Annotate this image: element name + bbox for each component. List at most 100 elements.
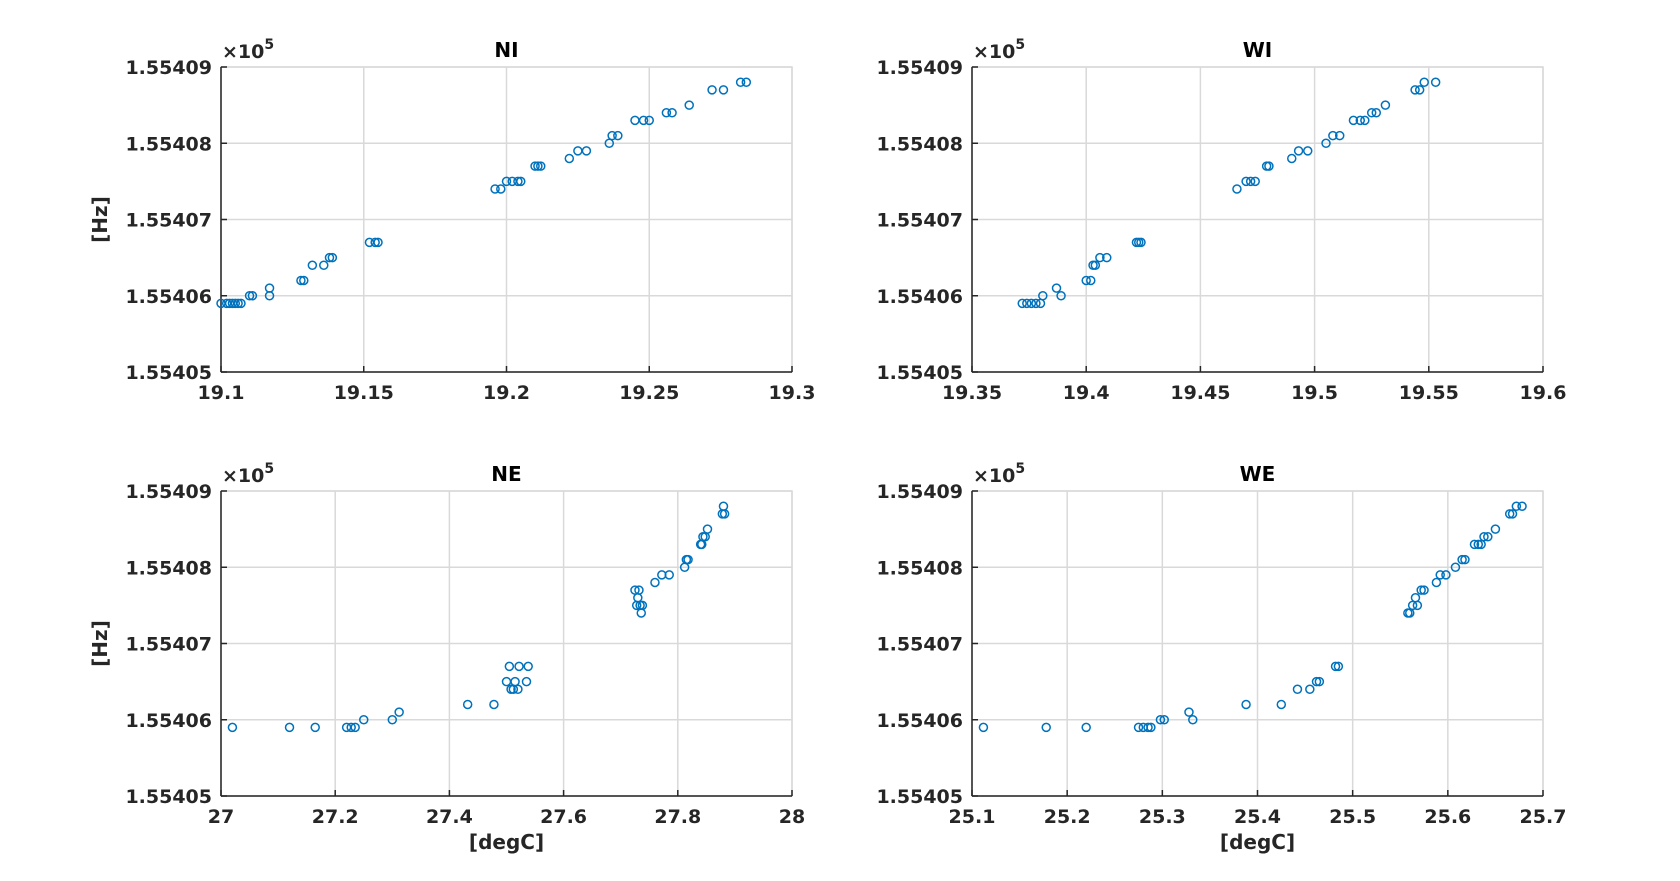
data-point bbox=[1232, 184, 1242, 194]
x-tick-label: 27.6 bbox=[540, 806, 587, 828]
data-point bbox=[370, 237, 380, 248]
y-tick-label: 1.55406 bbox=[125, 710, 212, 732]
subplot-ne: 27 27.2 27.4 27.6 27.8 28 1.55405 1.55406 1.5540… bbox=[88, 461, 805, 854]
data-series bbox=[227, 501, 730, 733]
data-point bbox=[1450, 562, 1461, 572]
x-tick-label: 25.4 bbox=[1234, 806, 1281, 828]
data-point bbox=[1414, 85, 1425, 95]
data-point bbox=[247, 291, 258, 301]
y-tick-label: 1.55407 bbox=[125, 210, 212, 232]
chart-title: WE bbox=[1240, 462, 1276, 486]
data-point bbox=[462, 699, 473, 710]
data-point bbox=[1264, 161, 1274, 171]
x-tick-label: 25.5 bbox=[1329, 806, 1376, 828]
data-point bbox=[1241, 699, 1251, 710]
data-point bbox=[638, 115, 649, 126]
data-point bbox=[1479, 532, 1489, 542]
data-point bbox=[1410, 85, 1420, 95]
data-point bbox=[1419, 77, 1429, 87]
data-point bbox=[1292, 684, 1303, 694]
data-point bbox=[310, 722, 320, 733]
x-tick-label: 25.6 bbox=[1424, 806, 1471, 828]
data-point bbox=[496, 184, 506, 194]
x-axis-label: [degC] bbox=[469, 830, 544, 854]
data-point bbox=[521, 676, 532, 687]
x-tick-label: 19.3 bbox=[769, 382, 816, 404]
data-point bbox=[1334, 130, 1345, 141]
data-point bbox=[719, 509, 730, 519]
y-tick-label: 1.55407 bbox=[876, 634, 963, 656]
data-point bbox=[1328, 130, 1338, 141]
data-point bbox=[504, 661, 515, 672]
data-point bbox=[533, 161, 543, 171]
data-point bbox=[1430, 77, 1441, 87]
data-point bbox=[1333, 661, 1344, 672]
data-point bbox=[1102, 252, 1112, 263]
data-point bbox=[637, 600, 648, 611]
x-tick-label: 19.55 bbox=[1399, 382, 1459, 404]
x-tick-label: 19.5 bbox=[1291, 382, 1338, 404]
data-point bbox=[230, 298, 241, 309]
data-point bbox=[1371, 108, 1382, 118]
data-point bbox=[1086, 275, 1096, 286]
data-point bbox=[489, 699, 499, 710]
data-point bbox=[513, 684, 523, 694]
data-point bbox=[1136, 237, 1146, 248]
data-point bbox=[607, 130, 617, 141]
y-tick-label: 1.55409 bbox=[876, 57, 963, 79]
data-point bbox=[613, 130, 623, 141]
data-point bbox=[1431, 577, 1442, 588]
data-point bbox=[581, 146, 592, 156]
x-tick-label: 25.3 bbox=[1139, 806, 1186, 828]
subplot-ni: 19.1 19.15 19.2 19.25 19.3 1.55405 1.55406 1.55… bbox=[88, 37, 815, 404]
x-tick-label: 19.35 bbox=[942, 382, 1002, 404]
y-axis-multiplier: ×105 bbox=[222, 37, 274, 63]
data-point bbox=[1366, 108, 1377, 118]
data-point bbox=[350, 722, 360, 733]
data-point bbox=[1314, 676, 1325, 687]
y-axis-multiplier: ×105 bbox=[973, 461, 1025, 487]
data-point bbox=[564, 153, 575, 164]
subplot-wi: 19.35 19.4 19.45 19.5 19.55 19.6 1.55405 1.5540… bbox=[876, 37, 1566, 404]
y-axis-multiplier: ×105 bbox=[222, 461, 274, 487]
y-tick-label: 1.55406 bbox=[125, 286, 212, 308]
data-point bbox=[1507, 509, 1518, 519]
data-point bbox=[702, 524, 713, 534]
x-tick-label: 19.15 bbox=[334, 382, 394, 404]
data-point bbox=[1090, 260, 1101, 270]
data-point bbox=[296, 275, 306, 286]
data-point bbox=[741, 77, 752, 87]
data-point bbox=[1311, 676, 1322, 687]
data-point bbox=[1022, 298, 1032, 309]
data-point bbox=[299, 275, 309, 286]
data-point bbox=[523, 661, 533, 672]
x-tick-label: 27.4 bbox=[426, 806, 473, 828]
data-point bbox=[1416, 585, 1426, 595]
chart-title: NE bbox=[491, 462, 521, 486]
data-point bbox=[1143, 722, 1153, 733]
data-point bbox=[684, 100, 694, 110]
data-point bbox=[1380, 100, 1391, 110]
data-point bbox=[683, 554, 693, 565]
y-tick-label: 1.55405 bbox=[125, 786, 212, 808]
data-point bbox=[324, 252, 335, 263]
data-point bbox=[1188, 715, 1198, 725]
x-tick-label: 27.2 bbox=[312, 806, 359, 828]
x-tick-label: 19.1 bbox=[198, 382, 245, 404]
data-point bbox=[1026, 298, 1037, 309]
data-point bbox=[1287, 153, 1297, 164]
data-point bbox=[1155, 715, 1166, 725]
y-tick-label: 1.55406 bbox=[876, 710, 963, 732]
data-point bbox=[1159, 715, 1169, 725]
data-point bbox=[530, 161, 540, 171]
data-point bbox=[1483, 532, 1493, 542]
data-series bbox=[216, 77, 752, 309]
data-point bbox=[319, 260, 329, 270]
data-point bbox=[978, 722, 989, 733]
y-tick-label: 1.55405 bbox=[876, 786, 963, 808]
data-series bbox=[1017, 77, 1441, 309]
data-point bbox=[1081, 722, 1091, 733]
data-point bbox=[1360, 115, 1370, 126]
data-point bbox=[1460, 554, 1470, 565]
